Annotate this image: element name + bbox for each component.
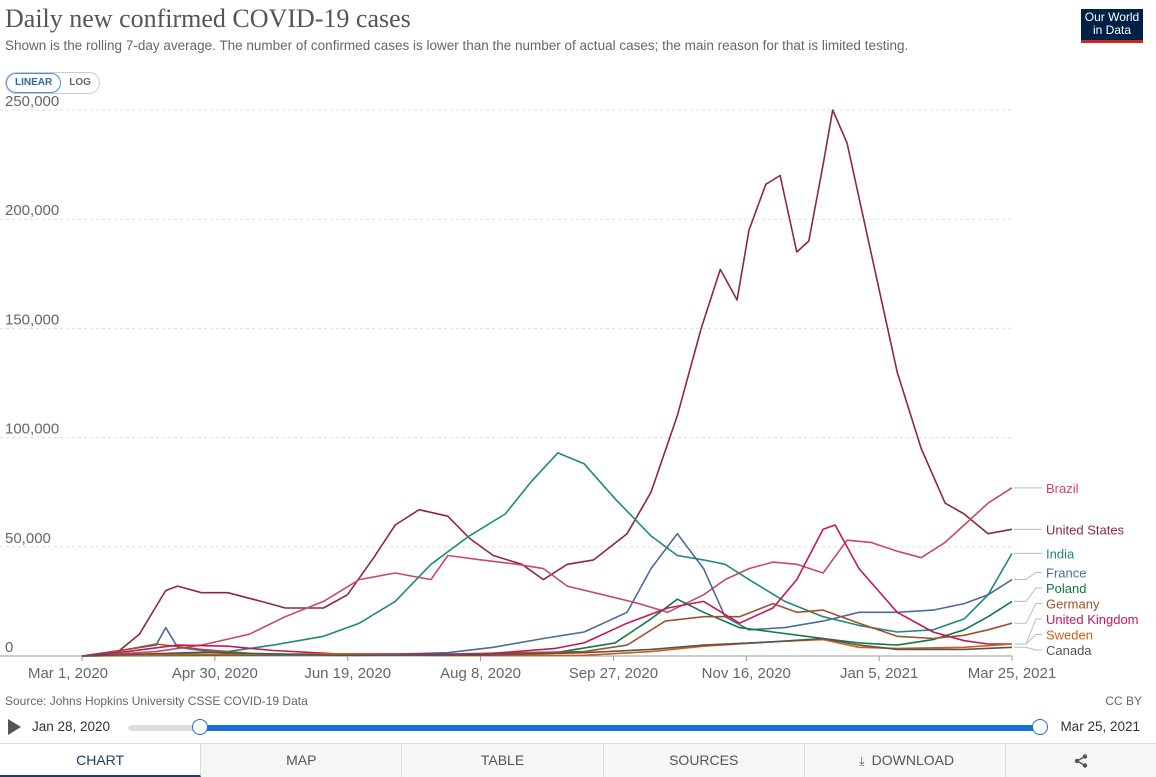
legend-label-poland: Poland (1046, 581, 1086, 596)
timeline-end-label: Mar 25, 2021 (1060, 719, 1140, 734)
series-line-brazil (81, 487, 1013, 657)
timeline-start-label: Jan 28, 2020 (32, 719, 111, 734)
share-icon (1074, 754, 1088, 768)
legend-connector-germany (1014, 603, 1042, 624)
logo-line-2: in Data (1092, 23, 1132, 37)
download-icon: ⤓ (859, 754, 865, 768)
y-tick-label: 250,000 (5, 96, 59, 110)
legend-label-india: India (1046, 546, 1075, 561)
line-chart: 0 50,000 100,000 150,000 200,000 250,000 Mar 1… (0, 96, 1139, 682)
play-icon[interactable] (8, 719, 21, 735)
share-button[interactable] (1006, 744, 1156, 777)
license-link[interactable]: CC BY (1105, 694, 1142, 708)
legend-label-germany: Germany (1046, 597, 1100, 612)
tab-sources[interactable]: SOURCES (604, 744, 805, 777)
legend-connector-canada (1014, 646, 1042, 651)
series-line-sweden (81, 638, 1013, 657)
tab-bar: CHART MAP TABLE SOURCES ⤓ DOWNLOAD (0, 743, 1156, 777)
y-tick-label: 0 (5, 639, 13, 656)
tab-table[interactable]: TABLE (402, 744, 604, 777)
legend-connector-france (1014, 572, 1042, 581)
scale-toggle: LINEAR LOG (5, 72, 100, 94)
x-tick-label: Nov 16, 2020 (702, 665, 791, 682)
legend-connector-poland (1014, 587, 1042, 602)
y-tick-label: 100,000 (5, 421, 59, 438)
linear-scale-button[interactable]: LINEAR (6, 73, 62, 93)
legend-label-canada: Canada (1046, 643, 1092, 658)
y-tick-label: 50,000 (5, 530, 51, 547)
tab-download[interactable]: ⤓ DOWNLOAD (805, 744, 1007, 777)
source-note[interactable]: Source: Johns Hopkins University CSSE CO… (5, 694, 308, 708)
timeline-start-handle[interactable] (192, 719, 209, 735)
x-tick-label: Aug 8, 2020 (440, 665, 521, 682)
download-label: DOWNLOAD (871, 752, 955, 768)
owid-logo[interactable]: Our World in Data (1081, 9, 1143, 43)
series-line-france (81, 532, 1013, 657)
legend-connector-sweden (1014, 634, 1042, 645)
logo-line-1: Our World (1084, 10, 1140, 24)
legend-label-brazil: Brazil (1046, 481, 1079, 496)
x-tick-label: Mar 1, 2020 (28, 665, 108, 682)
x-tick-label: Sep 27, 2020 (569, 665, 658, 682)
x-tick-label: Jun 19, 2020 (304, 665, 391, 682)
series-line-united-states (81, 109, 1013, 657)
series-line-united-kingdom (81, 524, 1012, 657)
y-tick-label: 200,000 (5, 202, 59, 219)
legend-label-united-states: United States (1046, 522, 1125, 537)
legend-label-france: France (1046, 566, 1086, 581)
chart-subtitle: Shown is the rolling 7-day average. The … (5, 38, 909, 53)
series-line-canada (81, 637, 1013, 657)
legend-label-united-kingdom: United Kingdom (1046, 612, 1139, 627)
series-line-india (81, 452, 1013, 657)
series-line-germany (81, 602, 1013, 657)
chart-title: Daily new confirmed COVID-19 cases (5, 4, 411, 33)
x-tick-label: Mar 25, 2021 (968, 665, 1056, 682)
x-tick-label: Jan 5, 2021 (840, 665, 918, 682)
tab-map[interactable]: MAP (201, 744, 403, 777)
timeline-end-handle[interactable] (1032, 719, 1048, 735)
timeline-selection (200, 725, 1040, 731)
log-scale-button[interactable]: LOG (69, 77, 91, 88)
y-tick-label: 150,000 (5, 311, 59, 328)
x-tick-label: Apr 30, 2020 (172, 665, 258, 682)
timeline: Jan 28, 2020 Mar 25, 2021 (0, 714, 1156, 742)
tab-chart[interactable]: CHART (0, 744, 202, 777)
legend-label-sweden: Sweden (1046, 628, 1093, 643)
